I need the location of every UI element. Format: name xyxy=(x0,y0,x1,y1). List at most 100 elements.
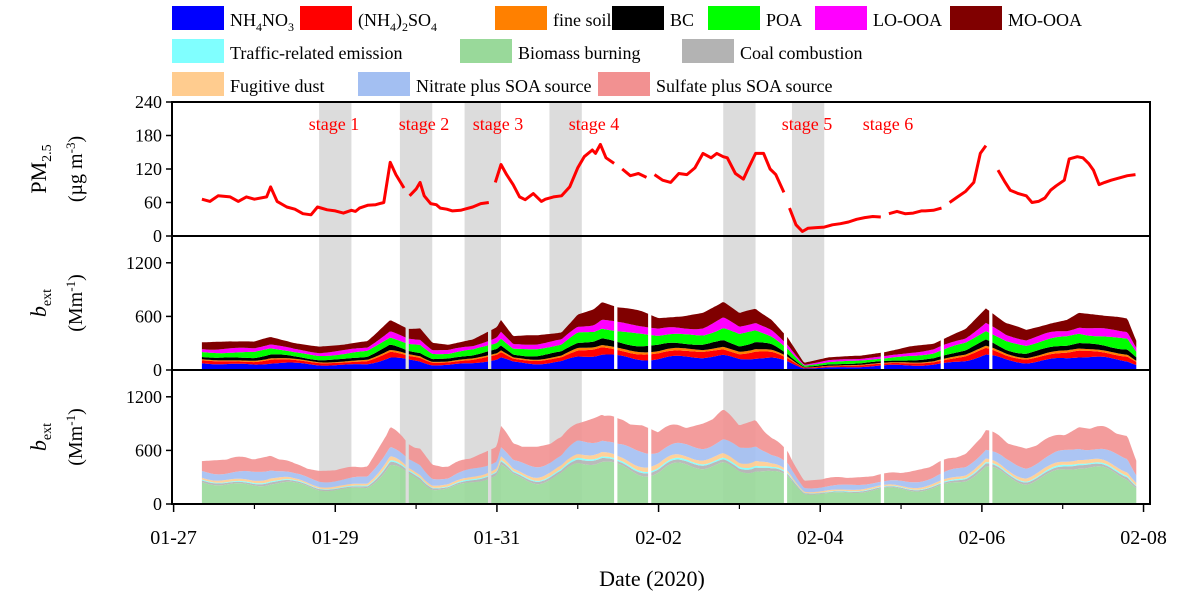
stage-label-3: stage 3 xyxy=(473,114,523,134)
y-tick-label-bext_source-0: 0 xyxy=(153,494,162,514)
legend-label-bc: BC xyxy=(670,10,694,30)
area-bext_source-traffic-3 xyxy=(491,456,615,482)
legend: NH4NO3 (NH4)2SO4 fine soil BC POA LO-OOA MO-OO… xyxy=(172,6,1082,96)
stage-band-1 xyxy=(319,102,352,504)
area-bext_source-biomass-4 xyxy=(617,463,649,504)
area-bext_chemical-bc-2 xyxy=(408,351,488,362)
legend-item-traffic: Traffic-related emission xyxy=(172,39,402,63)
area-bext_chemical-nh42so4-1 xyxy=(201,351,406,366)
area-bext_chemical-poa-3 xyxy=(491,328,615,357)
stage-band-3 xyxy=(464,102,501,504)
area-bext_chemical-bc-9 xyxy=(992,342,1137,361)
area-bext_chemical-nh4no3-7 xyxy=(884,363,941,370)
area-bext_chemical-nh4no3-4 xyxy=(617,355,649,370)
area-bext_chemical-poa-5 xyxy=(651,328,784,352)
area-bext_source-coal-8 xyxy=(943,463,990,484)
y-tick-label-bext_source-600: 600 xyxy=(135,440,162,460)
area-bext_chemical-nh42so4-7 xyxy=(884,360,941,366)
y-axis-title-bext_source-line1: bext xyxy=(26,423,55,451)
area-bext_source-biomass-1 xyxy=(201,465,406,504)
legend-label-nh4no3: NH4NO3 xyxy=(230,10,294,34)
x-tick-label-02-08: 02-08 xyxy=(1120,527,1167,549)
area-bext_chemical-mo_ooa-5 xyxy=(651,302,784,342)
pm25-line-segment-8 xyxy=(948,144,988,204)
legend-swatch-fine_soil xyxy=(495,6,547,30)
area-bext_chemical-fine_soil-1 xyxy=(201,350,406,364)
area-bext_chemical-mo_ooa-3 xyxy=(491,302,615,345)
area-bext_chemical-nh42so4-4 xyxy=(617,350,649,361)
area-bext_chemical-mo_ooa-9 xyxy=(992,312,1137,348)
pm25-line-segment-4 xyxy=(621,167,648,179)
legend-item-fine_soil: fine soil xyxy=(495,6,612,30)
area-bext_chemical-nh42so4-8 xyxy=(943,347,990,363)
area-bext_chemical-nh4no3-9 xyxy=(992,355,1137,370)
area-bext_source-coal-2 xyxy=(408,471,488,491)
area-bext_source-coal-7 xyxy=(884,483,941,492)
y-tick-label-bext_chemical-600: 600 xyxy=(135,306,162,326)
area-bext_source-biomass-6 xyxy=(787,475,881,504)
area-bext_chemical-nh42so4-9 xyxy=(992,349,1137,365)
area-bext_source-dust-8 xyxy=(943,458,990,482)
area-bext_chemical-lo_ooa-8 xyxy=(943,322,990,350)
area-bext_chemical-lo_ooa-2 xyxy=(408,338,488,355)
legend-label-nh42so4: (NH4)2SO4 xyxy=(358,10,437,34)
area-bext_source-traffic-8 xyxy=(943,462,990,483)
pm25-line-segment-3 xyxy=(493,142,615,203)
area-bext_source-sulfate_soa-2 xyxy=(408,444,488,480)
axes: 0 60 120 180 240 PM2.5 (µg m-3) 0 600 1200 bext (Mm… xyxy=(26,92,1167,549)
legend-label-mo_ooa: MO-OOA xyxy=(1008,10,1082,30)
area-bext_chemical-fine_soil-3 xyxy=(491,345,615,361)
area-bext_chemical-lo_ooa-5 xyxy=(651,317,784,346)
area-bext_source-coal-9 xyxy=(992,463,1137,489)
area-bext_source-nitrate_soa-1 xyxy=(201,447,406,488)
area-bext_chemical-nh4no3-3 xyxy=(491,354,615,370)
area-bext_source-dust-3 xyxy=(491,452,615,481)
area-bext_chemical-fine_soil-7 xyxy=(884,359,941,364)
y-axis-title-bext_source-line2: (Mm-1) xyxy=(63,408,87,466)
x-tick-label-01-29: 01-29 xyxy=(312,527,359,549)
area-bext_source-nitrate_soa-5 xyxy=(651,439,784,468)
area-bext_source-traffic-2 xyxy=(408,470,488,489)
stage-label-2: stage 2 xyxy=(399,114,449,134)
legend-swatch-poa xyxy=(708,6,760,30)
area-bext_source-sulfate_soa-7 xyxy=(884,461,941,483)
pm25-line-segment-1 xyxy=(201,160,406,217)
legend-item-bc: BC xyxy=(612,6,694,30)
legend-swatch-coal xyxy=(682,39,734,63)
x-tick-label-02-04: 02-04 xyxy=(797,527,844,549)
legend-label-coal: Coal combustion xyxy=(740,43,863,63)
legend-swatch-bc xyxy=(612,6,664,30)
area-bext_chemical-nh4no3-6 xyxy=(787,361,881,370)
area-bext_source-nitrate_soa-6 xyxy=(787,462,881,493)
legend-item-dust: Fugitive dust xyxy=(172,72,325,96)
area-bext_source-biomass-8 xyxy=(943,466,990,504)
area-bext_source-nitrate_soa-3 xyxy=(491,440,615,478)
x-axis-title: Date (2020) xyxy=(599,566,705,591)
area-bext_chemical-mo_ooa-7 xyxy=(884,340,941,357)
legend-label-lo_ooa: LO-OOA xyxy=(873,10,942,30)
pm25-line-segment-5 xyxy=(653,151,786,194)
legend-swatch-dust xyxy=(172,72,224,96)
stage-label-1: stage 1 xyxy=(309,114,359,134)
stage-label-6: stage 6 xyxy=(863,114,913,134)
area-bext_source-biomass-5 xyxy=(651,462,784,504)
legend-item-poa: POA xyxy=(708,6,802,30)
area-bext_chemical-fine_soil-6 xyxy=(787,356,881,368)
area-bext_chemical-nh42so4-2 xyxy=(408,355,488,366)
area-bext_chemical-bc-6 xyxy=(787,353,881,368)
legend-swatch-sulfate_soa xyxy=(598,72,650,96)
area-bext_source-dust-2 xyxy=(408,468,488,488)
stage-band-6 xyxy=(791,102,825,504)
legend-item-sulfate_soa: Sulfate plus SOA source xyxy=(598,72,832,96)
area-bext_source-sulfate_soa-8 xyxy=(943,430,990,473)
pm25-line-segment-7 xyxy=(888,206,942,216)
area-bext_chemical-poa-6 xyxy=(787,348,881,367)
legend-item-lo_ooa: LO-OOA xyxy=(815,6,942,30)
y-tick-label-bext_chemical-1200: 1200 xyxy=(126,253,162,273)
area-bext_chemical-fine_soil-9 xyxy=(992,347,1137,362)
area-bext_chemical-poa-8 xyxy=(943,331,990,356)
area-bext_source-dust-5 xyxy=(651,453,784,472)
y-axis-title-pm25-line2: (µg m-3) xyxy=(63,136,87,202)
y-axis-title-bext_chemical-line2: (Mm-1) xyxy=(63,274,87,332)
